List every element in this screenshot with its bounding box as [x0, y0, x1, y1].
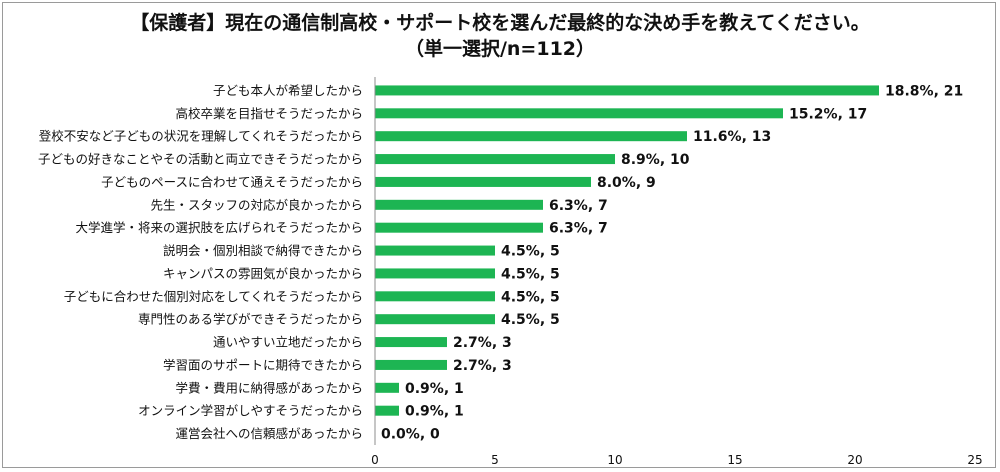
- category-label: 学費・費用に納得感があったから: [175, 380, 363, 395]
- data-label: 2.7%, 3: [453, 358, 512, 374]
- bar-13: [375, 382, 399, 393]
- category-label: 専門性のある学びができそうだったから: [138, 312, 363, 327]
- bar-2: [375, 131, 687, 142]
- category-label: 高校卒業を目指せそうだったから: [175, 106, 363, 121]
- bar-9: [375, 291, 495, 302]
- category-label: オンライン学習がしやすそうだったから: [138, 403, 363, 418]
- data-label: 4.5%, 5: [501, 312, 560, 328]
- chart-subtitle: （単一選択/n=112）: [404, 38, 596, 60]
- data-label: 4.5%, 5: [501, 289, 560, 305]
- bar-8: [375, 268, 495, 279]
- x-tick-label: 15: [727, 453, 742, 467]
- data-label: 8.9%, 10: [621, 152, 690, 168]
- category-label: 子どもの好きなことやその活動と両立できそうだったから: [38, 152, 363, 167]
- category-label: 登校不安など子どもの状況を理解してくれそうだったから: [39, 129, 363, 144]
- bar-10: [375, 314, 495, 325]
- data-label: 0.9%, 1: [405, 404, 464, 420]
- data-label: 4.5%, 5: [501, 244, 560, 260]
- bar-7: [375, 245, 495, 256]
- data-label: 18.8%, 21: [885, 83, 963, 99]
- chart-title: 【保護者】現在の通信制高校・サポート校を選んだ最終的な決め手を教えてください。: [130, 12, 870, 34]
- bar-5: [375, 199, 543, 210]
- category-label: 先生・スタッフの対応が良かったから: [150, 197, 363, 212]
- category-label: 子ども本人が希望したから: [213, 83, 363, 98]
- data-label: 0.0%, 0: [381, 427, 440, 443]
- data-label: 6.3%, 7: [549, 221, 608, 237]
- bar-11: [375, 337, 447, 348]
- bars-group: [375, 85, 879, 416]
- category-label: 通いやすい立地だったから: [213, 335, 363, 350]
- x-tick-label: 5: [491, 453, 499, 467]
- bar-12: [375, 359, 447, 370]
- category-label: 説明会・個別相談で納得できたから: [163, 243, 363, 258]
- data-label: 8.0%, 9: [597, 175, 656, 191]
- data-label: 11.6%, 13: [693, 129, 771, 145]
- category-label: キャンパスの雰囲気が良かったから: [163, 266, 363, 281]
- x-tick-label: 0: [371, 453, 379, 467]
- bar-0: [375, 85, 879, 96]
- bar-14: [375, 405, 399, 416]
- bar-4: [375, 176, 591, 187]
- data-label: 6.3%, 7: [549, 198, 608, 214]
- data-label: 0.9%, 1: [405, 381, 464, 397]
- data-label: 2.7%, 3: [453, 335, 512, 351]
- x-tick-label: 25: [967, 453, 982, 467]
- data-labels: 18.8%, 21 15.2%, 17 11.6%, 138.9%, 10 8.0%,…: [381, 83, 963, 442]
- x-tick-label: 10: [607, 453, 622, 467]
- category-label: 運営会社への信頼感があったから: [175, 426, 363, 441]
- x-tick-label: 20: [847, 453, 862, 467]
- data-label: 4.5%, 5: [501, 266, 560, 282]
- category-label: 大学進学・将来の選択肢を広げられそうだったから: [75, 220, 363, 235]
- bar-3: [375, 154, 615, 165]
- category-label: 学習面のサポートに期待できたから: [163, 357, 363, 372]
- category-label: 子どもに合わせた個別対応をしてくれそうだったから: [64, 289, 363, 304]
- category-labels: 子ども本人が希望したから高校卒業を目指せそうだったから登校不安など子どもの状況を…: [38, 83, 363, 441]
- category-label: 子どものペースに合わせて通えそうだったから: [101, 174, 363, 189]
- data-label: 15.2%, 17: [789, 106, 867, 122]
- x-axis: 0 5 10 15 20 25: [371, 77, 983, 467]
- bar-6: [375, 222, 543, 233]
- bar-1: [375, 108, 783, 119]
